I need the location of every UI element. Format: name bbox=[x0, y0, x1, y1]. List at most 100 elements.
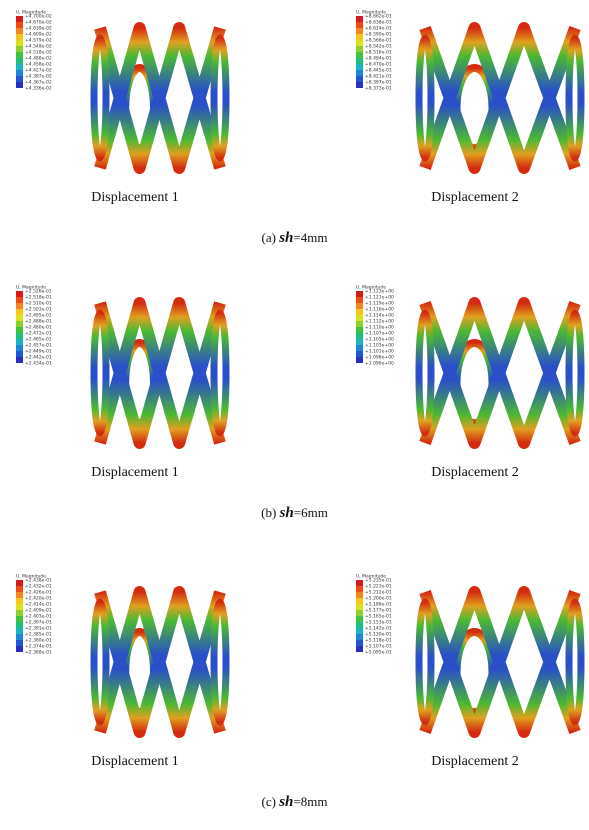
legend-value: +5.153e-01 bbox=[365, 620, 392, 626]
legend-swatch bbox=[16, 309, 23, 315]
legend-swatch bbox=[356, 598, 363, 604]
coil-edge bbox=[565, 309, 585, 437]
legend-value: +2.442e-01 bbox=[25, 355, 52, 361]
legend-value: +2.409e-01 bbox=[25, 608, 52, 614]
legend-value: +5.188e-01 bbox=[365, 602, 392, 608]
legend-swatch bbox=[16, 315, 23, 321]
legend-value: +2.480e-01 bbox=[25, 325, 52, 331]
fea-panel: U, Magnitude+8.662e-01+8.638e-01+8.614e-… bbox=[356, 10, 585, 174]
legend-value: +2.510e-01 bbox=[25, 301, 52, 307]
legend-swatch bbox=[16, 303, 23, 309]
legend-value: +5.177e-01 bbox=[365, 608, 392, 614]
legend-swatch bbox=[16, 646, 23, 652]
legend-swatch bbox=[356, 634, 363, 640]
legend-swatch bbox=[16, 634, 23, 640]
panel-label: Displacement 2 bbox=[431, 465, 519, 480]
legend-swatch bbox=[356, 333, 363, 339]
legend-value: +4.700e-02 bbox=[25, 14, 52, 20]
legend-value: +5.095e-01 bbox=[365, 650, 392, 656]
legend-swatch bbox=[356, 610, 363, 616]
legend-value: +1.123e+00 bbox=[365, 289, 394, 295]
caption-var: sh bbox=[279, 794, 294, 810]
caption-var: sh bbox=[279, 230, 294, 246]
fea-panel: U, Magnitude+1.123e+00+1.121e+00+1.119e+… bbox=[356, 285, 585, 449]
legend-value: +4.488e-02 bbox=[25, 56, 52, 62]
legend-value: +2.397e-01 bbox=[25, 620, 52, 626]
coil-edge bbox=[415, 309, 435, 437]
legend-value: +8.421e-01 bbox=[365, 74, 392, 80]
legend-value: +2.457e-01 bbox=[25, 343, 52, 349]
coil-strip bbox=[94, 22, 226, 174]
legend-value: +8.445e-01 bbox=[365, 68, 392, 74]
legend-swatch bbox=[356, 339, 363, 345]
legend-swatch bbox=[16, 16, 23, 22]
legend-swatch bbox=[16, 58, 23, 64]
legend-swatch bbox=[356, 351, 363, 357]
legend-swatch bbox=[16, 604, 23, 610]
legend-swatch bbox=[16, 291, 23, 297]
coil-strip bbox=[419, 586, 581, 738]
legend-value: +4.427e-02 bbox=[25, 68, 52, 74]
legend-title: U, Magnitude bbox=[16, 10, 46, 16]
legend-value: +2.368e-01 bbox=[25, 650, 52, 656]
legend-swatch bbox=[356, 586, 363, 592]
legend-value: +5.200e-01 bbox=[365, 596, 392, 602]
fea-panel: U, Magnitude+2.526e-01+2.518e-01+2.510e-… bbox=[16, 285, 230, 449]
legend-value: +1.105e+00 bbox=[365, 337, 394, 343]
legend-swatch bbox=[356, 52, 363, 58]
legend-value: +2.438e-01 bbox=[25, 578, 52, 584]
legend-swatch bbox=[356, 70, 363, 76]
legend-value: +1.103e+00 bbox=[365, 343, 394, 349]
legend-swatch bbox=[356, 345, 363, 351]
caption-label: (b) bbox=[261, 505, 277, 520]
legend-value: +2.472e-01 bbox=[25, 331, 52, 337]
legend-swatch bbox=[16, 34, 23, 40]
legend-value: +8.397e-01 bbox=[365, 80, 392, 86]
legend-swatch bbox=[356, 82, 363, 88]
legend-swatch bbox=[16, 70, 23, 76]
legend-value: +4.458e-02 bbox=[25, 62, 52, 68]
legend-swatch bbox=[16, 351, 23, 357]
legend-value: +4.336e-02 bbox=[25, 86, 52, 92]
legend-title: U, Magnitude bbox=[16, 574, 46, 580]
coil-edge bbox=[415, 598, 435, 726]
legend-value: +2.449e-01 bbox=[25, 349, 52, 355]
fea-panel: U, Magnitude+4.700e-02+4.670e-02+4.639e-… bbox=[16, 10, 230, 174]
legend-value: +8.614e-01 bbox=[365, 26, 392, 32]
legend-swatch bbox=[16, 628, 23, 634]
legend-swatch bbox=[16, 622, 23, 628]
legend-swatch bbox=[356, 646, 363, 652]
legend-value: +1.110e+00 bbox=[365, 325, 394, 331]
legend-swatch bbox=[356, 622, 363, 628]
coil-edge bbox=[565, 598, 585, 726]
legend-value: +4.639e-02 bbox=[25, 26, 52, 32]
sub-caption: (a) sh=4mm bbox=[0, 230, 589, 247]
legend-swatch bbox=[16, 345, 23, 351]
legend-swatch bbox=[16, 592, 23, 598]
legend-value: +5.130e-01 bbox=[365, 632, 392, 638]
legend-value: +2.488e-01 bbox=[25, 319, 52, 325]
legend-value: +2.526e-01 bbox=[25, 289, 52, 295]
legend-swatch bbox=[356, 321, 363, 327]
legend-value: +8.373e-01 bbox=[365, 86, 392, 92]
legend-title: U, Magnitude bbox=[356, 10, 386, 16]
legend-value: +5.118e-01 bbox=[365, 638, 392, 644]
legend-swatch bbox=[356, 46, 363, 52]
legend-value: +5.107e-01 bbox=[365, 644, 392, 650]
legend-swatch bbox=[16, 327, 23, 333]
legend-value: +2.434e-01 bbox=[25, 361, 52, 367]
legend-value: +8.542e-01 bbox=[365, 44, 392, 50]
legend-value: +4.579e-02 bbox=[25, 38, 52, 44]
legend-value: +8.590e-01 bbox=[365, 32, 392, 38]
legend-swatch bbox=[356, 16, 363, 22]
legend-value: +2.385e-01 bbox=[25, 632, 52, 638]
legend-value: +5.212e-01 bbox=[365, 590, 392, 596]
legend-swatch bbox=[356, 580, 363, 586]
legend-value: +8.470e-01 bbox=[365, 62, 392, 68]
legend-value: +8.518e-01 bbox=[365, 50, 392, 56]
legend-swatch bbox=[16, 339, 23, 345]
legend-value: +2.414e-01 bbox=[25, 602, 52, 608]
legend-value: +2.518e-01 bbox=[25, 295, 52, 301]
legend-value: +4.367e-02 bbox=[25, 80, 52, 86]
panel-label: Displacement 2 bbox=[431, 190, 519, 205]
